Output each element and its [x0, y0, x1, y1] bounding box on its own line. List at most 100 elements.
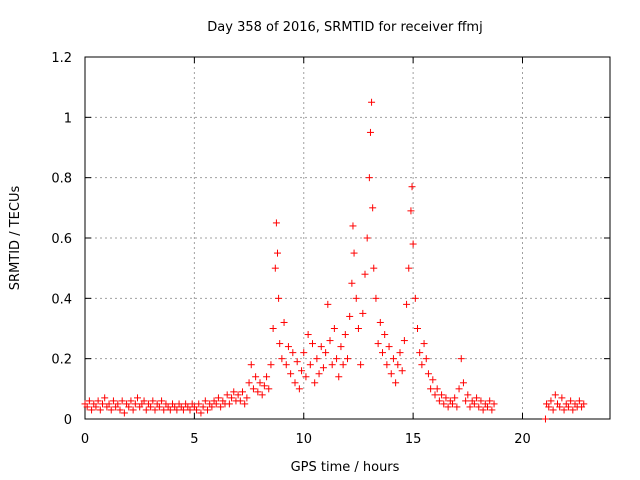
data-point	[254, 388, 262, 396]
data-point	[274, 249, 281, 257]
data-point	[83, 403, 91, 411]
chart-title: Day 358 of 2016, SRMTID for receiver ffm…	[207, 20, 482, 35]
data-point	[398, 367, 406, 375]
data-point	[199, 403, 207, 411]
data-point	[442, 394, 450, 402]
data-point	[173, 406, 181, 414]
data-point	[315, 370, 323, 378]
data-point	[208, 403, 216, 411]
data-point	[319, 364, 327, 372]
data-point	[357, 361, 365, 369]
data-point	[411, 294, 419, 302]
data-point	[105, 400, 113, 408]
data-point	[431, 391, 439, 399]
x-tick-label: 5	[190, 432, 198, 447]
y-tick-label: 0	[64, 413, 72, 428]
data-point	[309, 340, 316, 348]
data-point	[556, 403, 564, 411]
x-tick-label: 15	[405, 432, 422, 447]
data-point	[193, 406, 201, 414]
data-point	[438, 391, 446, 399]
y-tick-label: 0.6	[51, 232, 72, 247]
data-point	[125, 403, 133, 411]
data-point	[449, 400, 456, 408]
data-point	[348, 279, 356, 287]
data-point	[420, 340, 428, 348]
grid-lines	[85, 57, 610, 419]
data-point	[418, 361, 426, 369]
data-point	[155, 403, 163, 411]
data-point	[275, 294, 283, 302]
data-point	[317, 343, 325, 351]
data-point	[147, 403, 155, 411]
data-point	[179, 406, 187, 414]
data-point	[408, 183, 416, 191]
data-point	[239, 388, 246, 396]
data-point	[477, 397, 485, 405]
data-point	[92, 403, 100, 411]
data-point	[247, 361, 255, 369]
data-point	[258, 391, 266, 399]
data-point	[107, 406, 115, 414]
data-point	[127, 397, 135, 405]
data-point	[282, 361, 290, 369]
data-point	[284, 343, 292, 351]
data-point	[396, 349, 404, 357]
data-point	[372, 294, 380, 302]
data-point	[142, 406, 150, 414]
data-point	[96, 406, 104, 414]
data-point	[350, 249, 358, 257]
data-point	[260, 382, 268, 390]
data-point	[212, 400, 220, 408]
data-point	[376, 318, 384, 326]
data-point	[311, 379, 319, 387]
data-point	[245, 379, 253, 387]
data-point	[440, 400, 448, 408]
data-point	[453, 403, 461, 411]
data-point	[140, 397, 148, 405]
data-point	[470, 400, 478, 408]
y-tick-label: 1.2	[51, 51, 72, 66]
data-point	[475, 403, 483, 411]
data-point	[547, 397, 555, 405]
data-point	[479, 406, 487, 414]
data-point	[304, 331, 312, 339]
y-tick-label: 0.4	[51, 292, 72, 307]
data-point	[369, 204, 377, 212]
data-point	[306, 361, 314, 369]
x-tick-label: 20	[514, 432, 531, 447]
data-point	[166, 406, 174, 414]
data-point	[302, 373, 310, 381]
data-point	[341, 331, 349, 339]
data-point	[241, 400, 249, 408]
data-point	[394, 361, 402, 369]
data-point	[324, 300, 332, 308]
data-point	[287, 370, 295, 378]
y-tick-label: 0.8	[51, 172, 72, 187]
data-point	[228, 394, 236, 402]
data-point	[416, 349, 424, 357]
data-point	[541, 415, 549, 423]
data-point	[580, 400, 588, 408]
data-point	[387, 370, 395, 378]
data-point	[101, 394, 109, 402]
data-point	[271, 264, 279, 272]
y-tick-label: 1	[64, 111, 72, 126]
data-point	[223, 391, 231, 399]
data-point	[366, 128, 374, 136]
data-point	[344, 355, 351, 363]
data-point	[464, 391, 472, 399]
data-point	[243, 394, 251, 402]
data-point	[365, 174, 373, 182]
data-point	[298, 367, 306, 375]
data-point	[433, 385, 441, 393]
data-point	[549, 406, 557, 414]
data-point	[381, 331, 389, 339]
data-point	[486, 397, 494, 405]
data-point	[575, 397, 583, 405]
data-point	[88, 406, 96, 414]
data-point	[265, 385, 273, 393]
data-point	[370, 264, 378, 272]
data-point	[94, 397, 102, 405]
data-point	[560, 406, 568, 414]
